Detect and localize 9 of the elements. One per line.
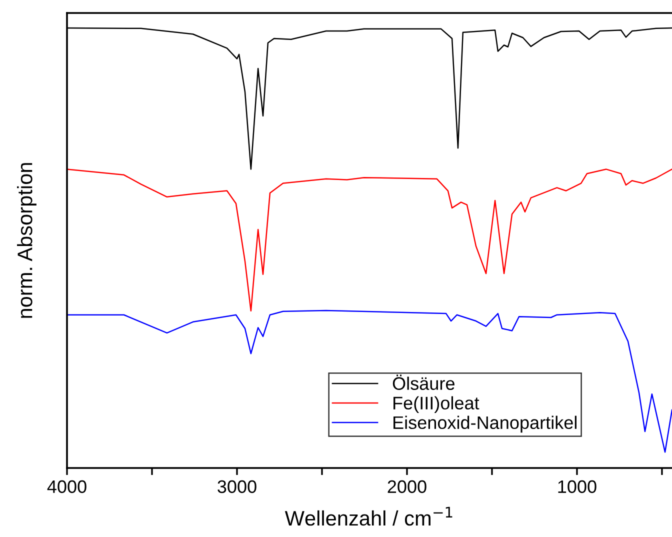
x-tick-label: 4000 [47, 480, 86, 494]
y-axis-title: norm. Absorption [17, 163, 36, 318]
legend-label: Eisenoxid-Nanopartikel [394, 416, 576, 433]
x-tick-label: 1000 [558, 480, 596, 494]
x-tick-label: 2000 [388, 480, 426, 494]
legend-label: Fe(III)oleat [394, 396, 480, 414]
x-tick-label: 3000 [218, 480, 256, 494]
x-axis-title: Wellenzahl / cm$^{−1}$ [284, 506, 452, 526]
legend-label: Ölsäure [392, 374, 454, 390]
